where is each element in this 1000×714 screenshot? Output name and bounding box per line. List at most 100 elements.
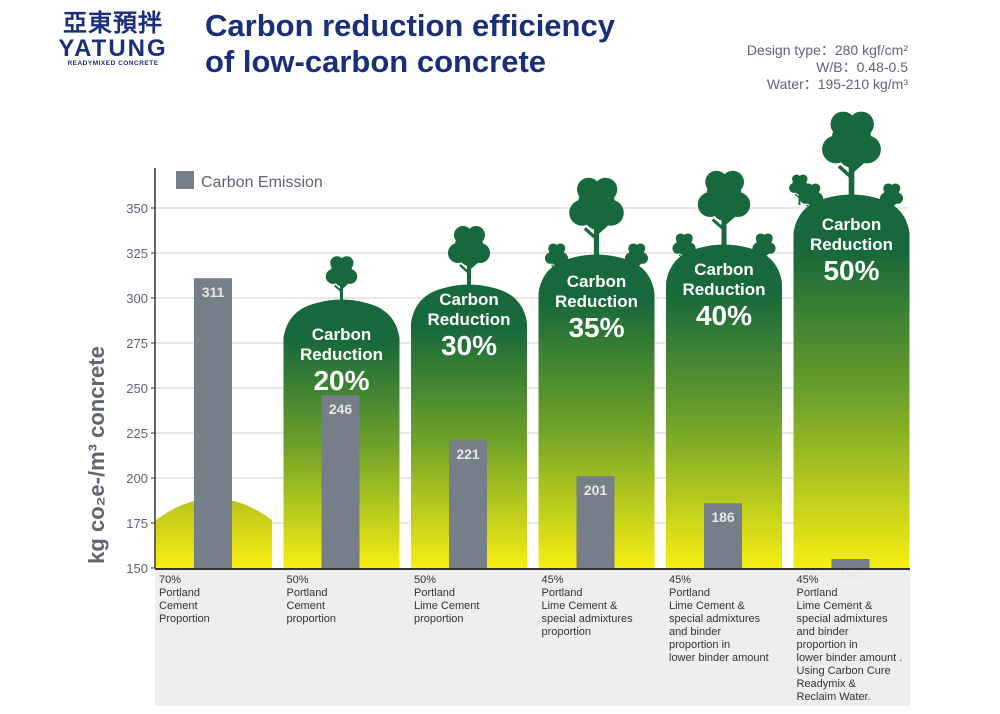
tree-branch [711,214,736,231]
category-label: Portland [287,587,328,599]
category-label: Portland [542,587,583,599]
category-label: proportion in [669,639,730,651]
category-label: 45% [542,574,564,586]
category-label: 50% [287,574,309,586]
tree-crown [628,243,639,254]
tree-crown [838,142,865,168]
tree-crown [810,183,821,194]
category-label: 45% [669,574,691,586]
emission-bar [194,278,232,568]
category-label: Readymix & [797,678,857,690]
category-label: Portland [797,587,838,599]
tree-crown [830,111,856,137]
bar-value-label: 221 [456,446,480,462]
tree-branch [886,202,897,210]
tree-crown [635,243,646,254]
category-label: lower binder amount [669,652,769,664]
tree-crown [762,233,773,244]
reduction-percent: 30% [441,330,497,361]
tree-icon-small [624,243,649,277]
tree-trunk [593,220,600,257]
tree-trunk [635,261,638,277]
y-tick-label: 275 [126,336,148,351]
bar-value-label: 246 [329,401,353,417]
reduction-label-line2: Reduction [555,292,638,311]
category-label: Lime Cement [414,600,479,612]
spec-design-type: Design type：280 kgf/cm² [746,42,908,58]
tree-crown [886,195,897,206]
reduction-percent: 50% [823,255,879,286]
y-tick-label: 150 [126,561,148,576]
tree-icon [448,226,490,287]
logo-name: YATUNG [58,35,168,62]
reduction-label-line2: Reduction [300,345,383,364]
tree-trunk [890,201,893,217]
reduction-label-line1: Carbon [694,260,754,279]
reduction-shape [411,284,527,568]
y-tick-label: 175 [126,516,148,531]
tree-branch [758,252,769,260]
tree-trunk [810,201,813,217]
tree-crown [555,243,566,254]
tree-crown [848,111,874,137]
category-label: special admixtures [669,613,761,625]
tree-crown [467,226,485,244]
tree-branch [551,262,562,270]
tree-crown [454,226,472,244]
category-label: proportion [542,626,592,638]
reduction-label-line1: Carbon [439,290,499,309]
tree-icon-small [879,183,904,217]
category-label: proportion in [797,639,858,651]
reduction-shape [793,194,910,568]
reduction-percent: 40% [696,300,752,331]
tree-branch [794,192,804,199]
tree-crown [460,248,478,266]
category-label: Proportion [159,613,210,625]
tree-branch [678,252,689,260]
tree-crown [551,255,562,266]
tree-icon-small [544,243,569,277]
category-label: 70% [159,574,181,586]
spec-wb: W/B：0.48-0.5 [816,59,908,75]
category-label: Cement [287,600,326,612]
tree-crown [631,255,642,266]
tree-crown [712,198,736,221]
category-label: Using Carbon Cure [797,665,891,677]
category-label: Reclaim Water. [797,691,871,703]
category-label: 50% [414,574,436,586]
emission-bar [704,503,742,568]
tree-crown [721,170,744,194]
tree-crown [548,243,559,254]
category-label: Portland [669,587,710,599]
bar-value-label: 186 [711,509,735,525]
y-tick-label: 200 [126,471,148,486]
tree-crown [759,245,769,256]
category-label: Lime Cement & [669,600,745,612]
tree-crown [806,195,817,206]
tree-crown [883,183,894,194]
legend-swatch [176,171,194,189]
tree-crown [675,233,686,244]
logo-chinese: 亞東預拌 [63,10,163,37]
yatung-logo: 亞東預拌 YATUNG READYMIXED CONCRETE [52,10,174,67]
reduction-shape [538,254,655,568]
tree-crown [755,233,766,244]
y-tick-label: 300 [126,291,148,306]
tree-icon [325,256,358,302]
spec-water: Water：195-210 kg/m³ [766,76,908,92]
category-label: and binder [797,626,849,638]
category-label: special admixtures [797,613,889,625]
tree-crown [798,174,808,184]
emission-bar [321,395,360,568]
tree-crown [334,272,349,287]
tree-icon [569,177,624,257]
emission-bar [449,440,487,568]
tree-crown [593,177,618,202]
tree-trunk [762,251,766,267]
category-label: Portland [414,587,455,599]
tree-crown [577,177,601,202]
category-label: Lime Cement & [797,600,873,612]
tree-trunk [682,251,686,267]
